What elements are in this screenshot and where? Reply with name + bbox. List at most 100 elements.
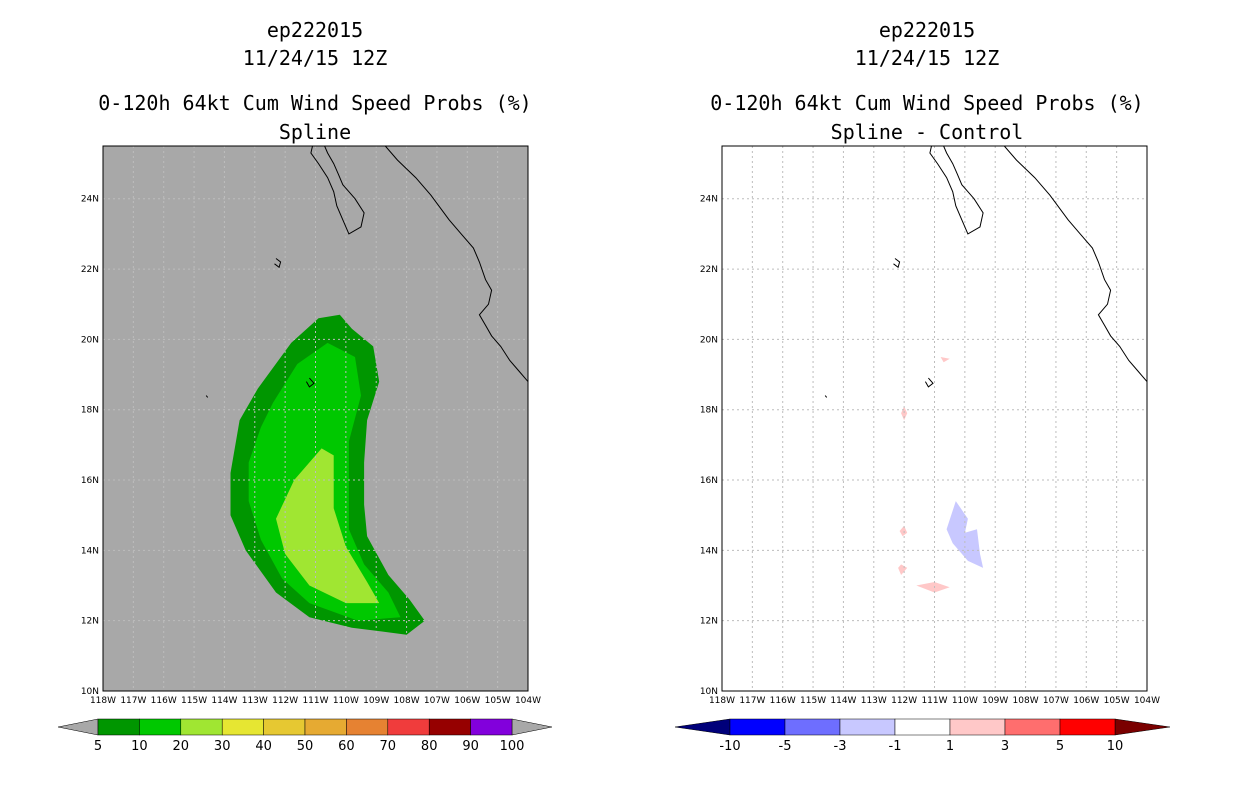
plot-area [103,146,528,691]
x-tick-label: 108W [1013,696,1039,706]
x-tick-label: 116W [770,696,796,706]
y-tick-label: 10N [81,687,99,697]
colorbar-label: 20 [173,739,190,754]
coastline [824,395,828,398]
y-tick-label: 12N [81,617,99,627]
coastline [384,146,528,382]
plot-frame [721,145,1148,692]
colorbar-extend-low [674,718,731,736]
x-tick-label: 117W [739,696,765,706]
coastline [310,146,365,235]
y-tick-label: 24N [81,195,99,205]
coastline [305,377,315,388]
x-tick-label: 104W [515,696,541,706]
left-chart-subtitle: Spline [278,120,352,144]
left-chart-title: 0-120h 64kt Cum Wind Speed Probs (%) [98,91,532,115]
colorbar-label: 80 [421,739,438,754]
colorbar-swatch [949,718,1006,736]
x-tick-label: 105W [485,696,511,706]
contour-1 [898,564,908,575]
colorbar-swatch [304,718,347,736]
y-tick-label: 14N [81,546,99,556]
x-tick-label: 114W [830,696,856,706]
x-tick-label: 112W [891,696,917,706]
colorbar: 5 10 20 30 40 50 60 70 80 90 100 [57,718,553,754]
x-tick-label: 104W [1134,696,1160,706]
colorbar-swatch [470,718,513,736]
colorbar-label: -1 [889,739,902,754]
y-tick-label: 16N [700,476,718,486]
right-storm-id: ep222015 [878,18,976,42]
plot-area [722,146,1147,691]
colorbar-label: 10 [131,739,148,754]
y-tick-label: 22N [81,265,99,275]
colorbar-label: -5 [779,739,792,754]
contour-1 [899,525,908,537]
y-tick-label: 20N [700,335,718,345]
y-tick-label: 16N [81,476,99,486]
colorbar-label: 3 [1001,739,1009,754]
left-date: 11/24/15 12Z [242,46,388,70]
colorbar-label: -3 [834,739,847,754]
x-tick-label: 106W [454,696,480,706]
colorbar-swatch [894,718,951,736]
y-tick-label: 10N [700,687,718,697]
colorbar-label: 90 [462,739,479,754]
colorbar-swatch [784,718,841,736]
y-tick-label: 12N [700,617,718,627]
colorbar-label: 5 [94,739,102,754]
colorbar-swatch [97,718,140,736]
x-tick-label: 113W [861,696,887,706]
contour-1 [940,357,950,363]
colorbar-label: 10 [1107,739,1124,754]
x-tick-label: 114W [211,696,237,706]
colorbar-swatch [263,718,306,736]
x-tick-label: 107W [424,696,450,706]
left-storm-id: ep222015 [266,18,364,42]
colorbar-swatch [1004,718,1061,736]
colorbar-label: -10 [719,739,740,754]
coastline [924,377,934,388]
colorbar-label: 70 [380,739,397,754]
x-tick-label: 108W [394,696,420,706]
contour-20 [276,448,380,604]
x-tick-label: 105W [1104,696,1130,706]
x-tick-label: 115W [800,696,826,706]
y-tick-label: 14N [700,546,718,556]
colorbar-swatch [221,718,264,736]
contour--3 [946,501,984,568]
colorbar-extend-high [511,718,553,736]
coastline [893,258,901,269]
right-chart-subtitle: Spline - Control [830,120,1024,144]
colorbar-extend-high [1114,718,1171,736]
colorbar-swatch [139,718,182,736]
colorbar-label: 100 [500,739,525,754]
y-tick-label: 18N [81,406,99,416]
panel-right: 118W 117W 116W 115W 114W 113W 112W 111W 110W 109W… [674,145,1171,754]
colorbar-label: 40 [255,739,272,754]
right-date: 11/24/15 12Z [854,46,1000,70]
y-tick-label: 18N [700,406,718,416]
x-tick-label: 111W [921,696,947,706]
colorbar-swatch [346,718,389,736]
x-tick-label: 112W [272,696,298,706]
colorbar-swatch [839,718,896,736]
colorbar-label: 50 [297,739,314,754]
colorbar-swatch [387,718,430,736]
x-tick-label: 109W [982,696,1008,706]
contour-1 [916,582,950,593]
coastline [929,146,984,235]
colorbar-extend-low [57,718,99,736]
x-tick-label: 117W [120,696,146,706]
x-tick-label: 116W [151,696,177,706]
colorbar-label: 30 [214,739,231,754]
plot-frame [102,145,529,692]
coastline [205,395,209,398]
x-tick-label: 113W [242,696,268,706]
x-tick-label: 107W [1043,696,1069,706]
colorbar-label: 5 [1056,739,1064,754]
y-tick-label: 22N [700,265,718,275]
x-tick-label: 106W [1073,696,1099,706]
coastline [274,258,282,269]
